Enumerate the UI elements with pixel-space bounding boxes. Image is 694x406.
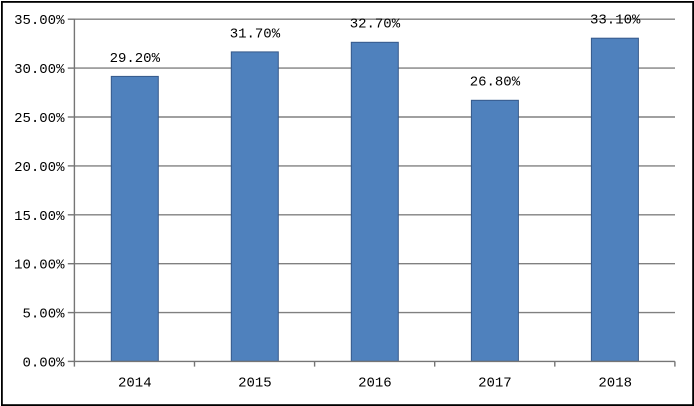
svg-text:29.20%: 29.20% xyxy=(110,51,161,67)
svg-text:31.70%: 31.70% xyxy=(230,26,281,42)
svg-text:2014: 2014 xyxy=(118,376,152,392)
svg-text:32.70%: 32.70% xyxy=(350,17,401,33)
svg-text:30.00%: 30.00% xyxy=(14,62,65,78)
svg-text:15.00%: 15.00% xyxy=(14,209,65,225)
svg-text:20.00%: 20.00% xyxy=(14,160,65,176)
svg-text:2017: 2017 xyxy=(478,376,512,392)
svg-text:2018: 2018 xyxy=(598,376,632,392)
svg-text:2016: 2016 xyxy=(358,376,392,392)
svg-text:2015: 2015 xyxy=(238,376,272,392)
svg-text:26.80%: 26.80% xyxy=(470,75,521,91)
svg-text:35.00%: 35.00% xyxy=(14,13,65,29)
svg-text:0.00%: 0.00% xyxy=(22,356,65,372)
svg-text:33.10%: 33.10% xyxy=(590,13,641,29)
svg-text:5.00%: 5.00% xyxy=(22,307,65,323)
svg-text:10.00%: 10.00% xyxy=(14,258,65,274)
svg-text:25.00%: 25.00% xyxy=(14,111,65,127)
